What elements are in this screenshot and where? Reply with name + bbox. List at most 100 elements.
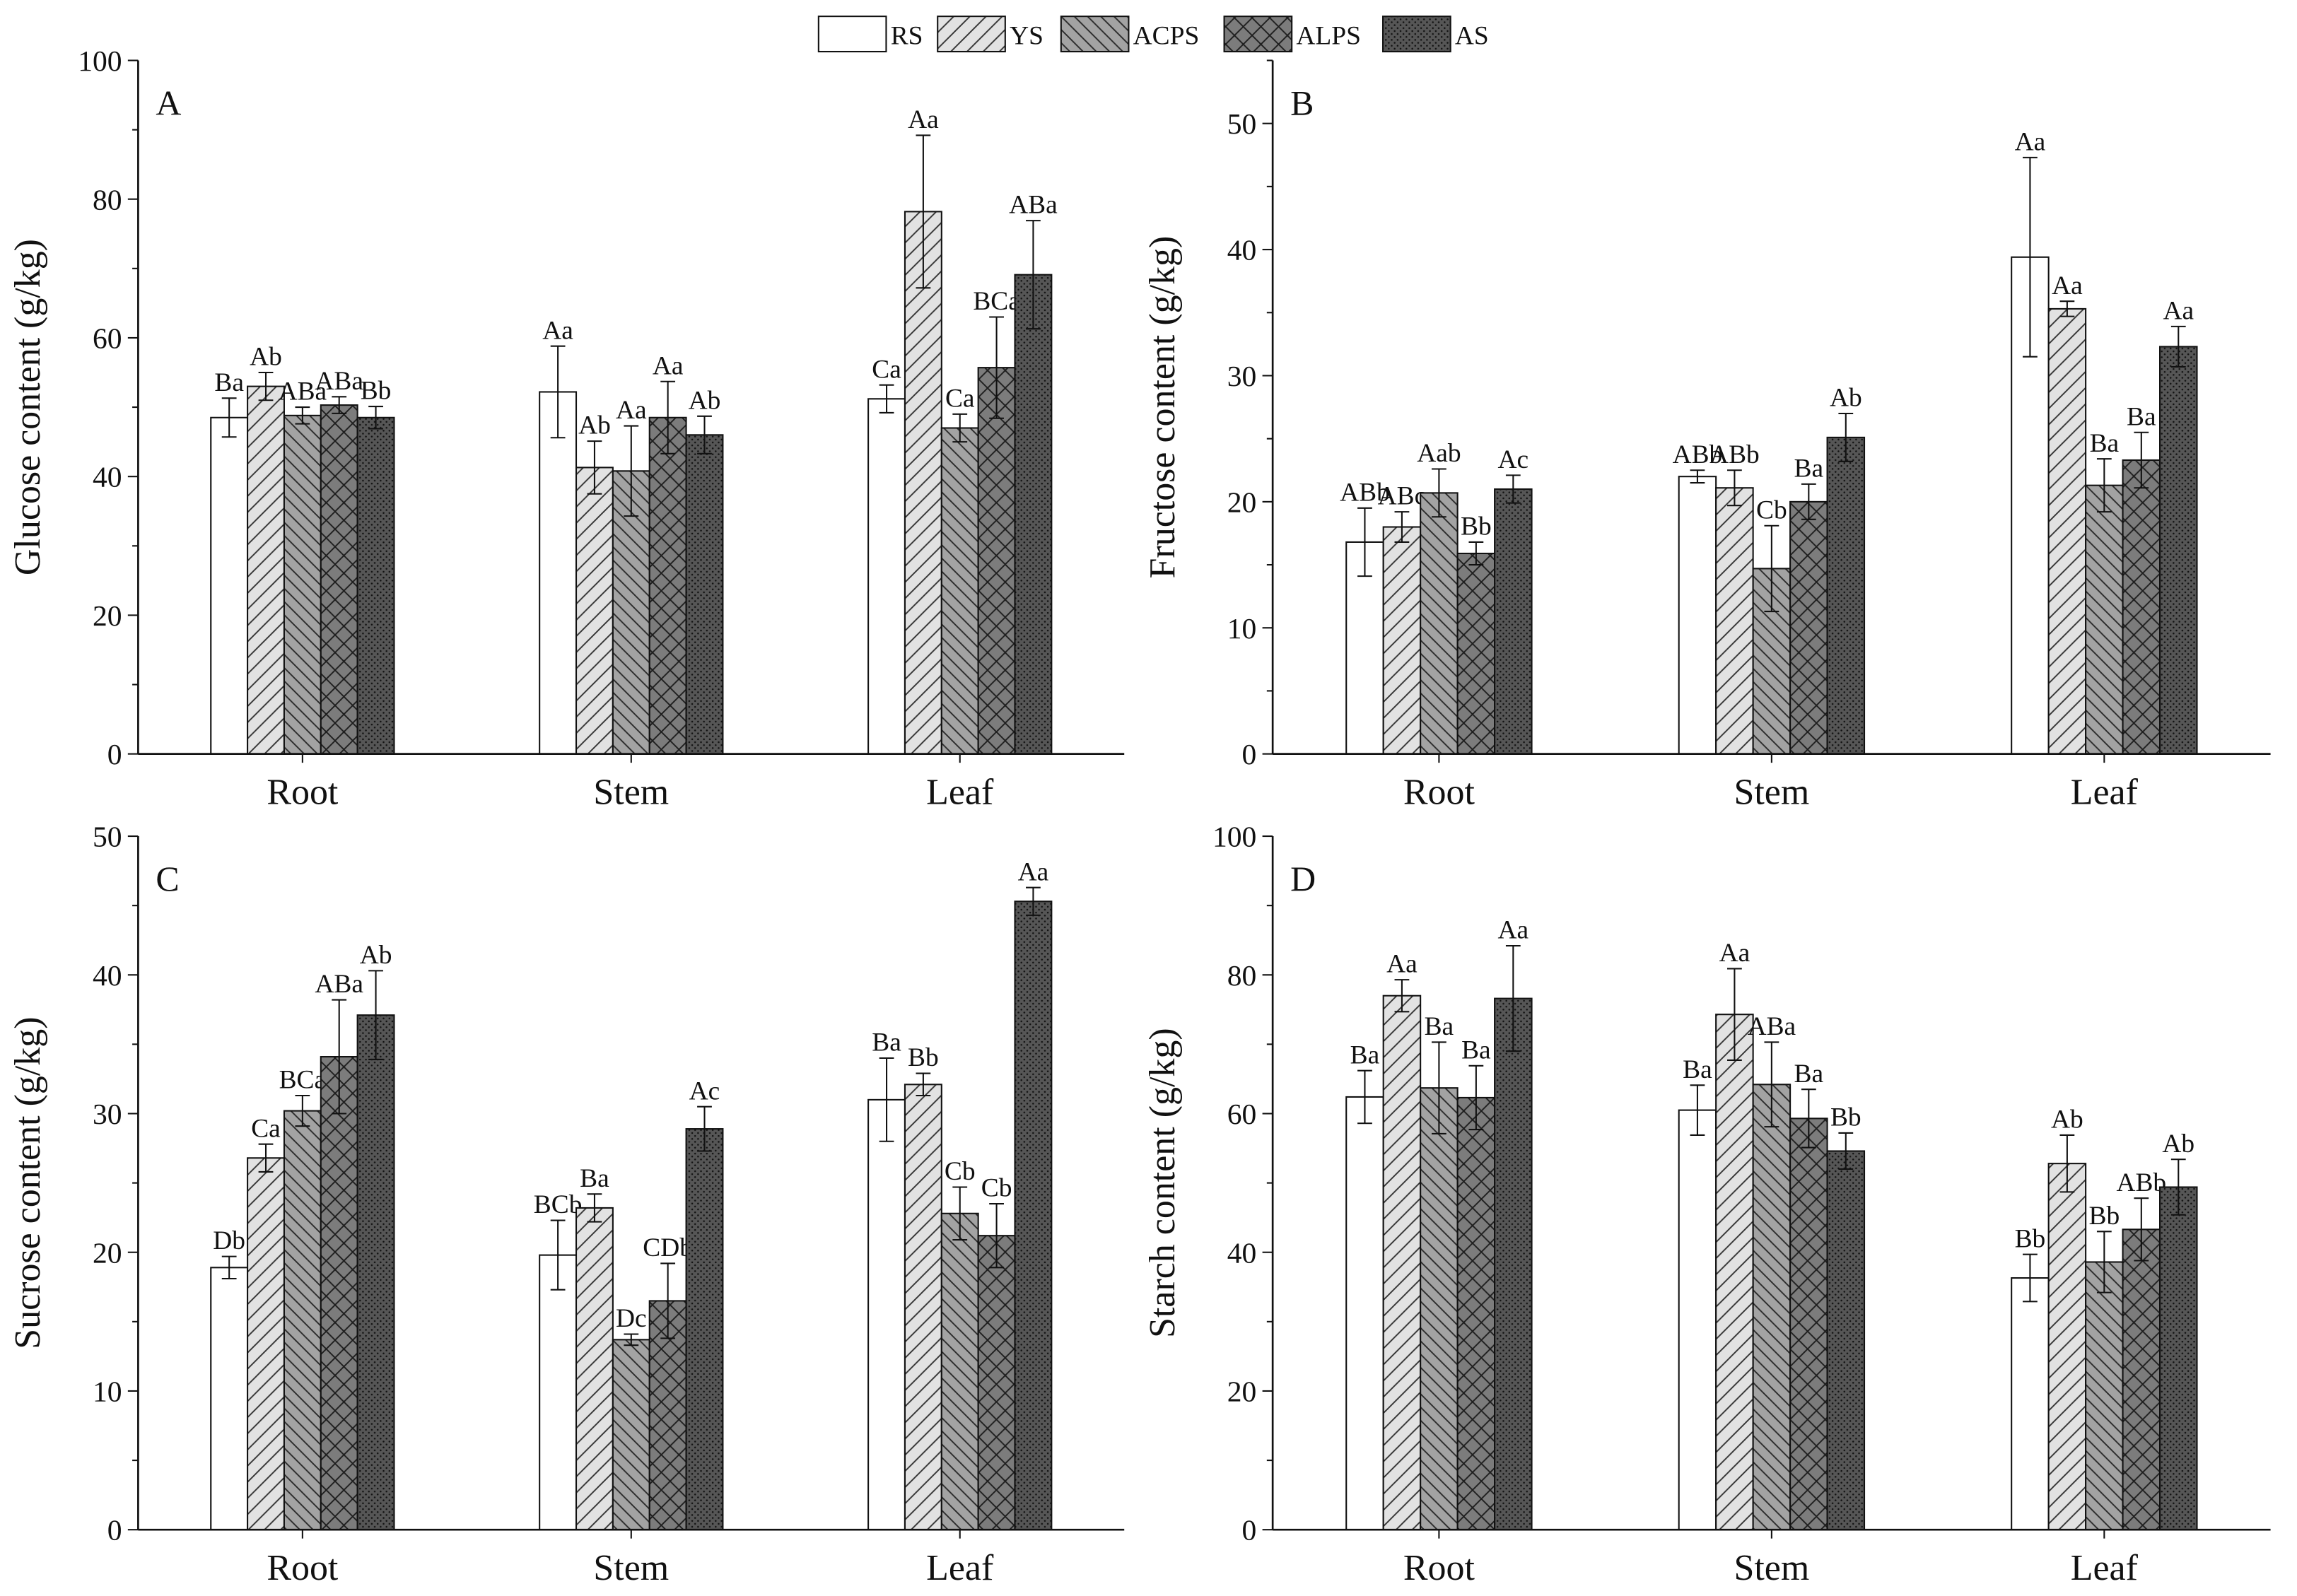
y-tick-label-a-80: 80	[93, 183, 122, 216]
bar-d-leaf-rs	[2011, 1277, 2050, 1531]
y-tick-label-d-20: 20	[1227, 1375, 1257, 1408]
bar-b-stem-alps	[1789, 500, 1828, 755]
error-bar-a-root-alps	[332, 396, 347, 414]
x-tick-label-c-leaf: Leaf	[926, 1548, 994, 1588]
sig-letter-c-leaf-alps: Cb	[981, 1174, 1012, 1203]
bar-d-leaf-alps	[2122, 1228, 2161, 1531]
panel-label-c: C	[156, 859, 179, 898]
legend-swatch-acps	[1060, 16, 1130, 53]
bar-d-root-acps	[1420, 1087, 1459, 1531]
sig-letter-b-stem-as: Ab	[1830, 384, 1862, 413]
error-bar-a-leaf-rs	[879, 384, 894, 413]
bar-a-leaf-as	[1014, 274, 1053, 755]
sig-letter-a-root-ys: Ab	[250, 343, 282, 372]
sig-letter-d-stem-as: Bb	[1830, 1103, 1861, 1132]
legend-label-ys: YS	[1010, 22, 1044, 51]
x-tick-label-a-stem: Stem	[593, 772, 669, 812]
legend-item-as: AS	[1382, 16, 1489, 53]
error-bar-d-leaf-as	[2170, 1158, 2186, 1216]
sig-letter-b-leaf-as: Aa	[2163, 297, 2194, 326]
bar-c-leaf-as	[1014, 900, 1053, 1531]
y-tick-label-b-20: 20	[1227, 486, 1257, 518]
sig-letter-b-leaf-acps: Ba	[2090, 429, 2120, 458]
bar-d-root-ys	[1382, 994, 1422, 1531]
error-bar-c-root-alps	[332, 999, 347, 1115]
sig-letter-a-root-as: Bb	[361, 377, 392, 406]
error-bar-d-root-as	[1505, 945, 1521, 1052]
sig-letter-c-stem-alps: CDb	[643, 1233, 693, 1262]
y-tick-label-d-100: 100	[1212, 821, 1256, 853]
bar-a-leaf-ys	[904, 211, 942, 755]
legend-label-as: AS	[1455, 22, 1489, 51]
error-bar-c-stem-as	[697, 1105, 712, 1152]
bar-d-root-rs	[1345, 1096, 1384, 1531]
y-tick-label-c-10: 10	[93, 1375, 122, 1408]
sig-letter-d-root-ys: Aa	[1386, 950, 1418, 979]
y-tick-label-c-20: 20	[93, 1236, 122, 1269]
error-bar-b-stem-acps	[1764, 524, 1779, 613]
bar-a-stem-rs	[539, 391, 578, 755]
error-bar-d-leaf-rs	[2023, 1253, 2038, 1303]
bar-c-root-acps	[283, 1110, 322, 1531]
error-bar-d-root-rs	[1357, 1069, 1372, 1125]
error-bar-a-root-as	[368, 406, 383, 430]
sig-letter-d-leaf-alps: ABb	[2116, 1168, 2166, 1197]
bar-d-stem-rs	[1678, 1109, 1717, 1531]
bar-a-root-rs	[210, 416, 249, 755]
panel-c: DbCaBCaABaAbRootBCbBaDcCDbAcStemBaBbCbCb…	[8, 821, 1125, 1588]
bar-b-leaf-ys	[2047, 307, 2087, 755]
panel-label-d: D	[1290, 859, 1316, 898]
sig-letter-d-root-rs: Ba	[1350, 1040, 1380, 1069]
error-bar-a-stem-acps	[624, 425, 639, 517]
error-bar-c-root-acps	[295, 1094, 310, 1127]
sig-letter-d-stem-rs: Ba	[1683, 1055, 1712, 1084]
sig-letter-c-stem-rs: BCb	[534, 1190, 583, 1219]
x-tick-label-b-stem: Stem	[1734, 772, 1809, 812]
bar-a-leaf-rs	[867, 398, 906, 755]
sig-letter-c-stem-ys: Ba	[580, 1164, 609, 1193]
error-bar-c-leaf-as	[1026, 886, 1041, 916]
y-tick-label-d-0: 0	[1242, 1514, 1257, 1547]
panel-b: ABbABcAabBbAcRootABbABbCbBaAbStemAaAaBaB…	[1142, 59, 2271, 812]
sig-letter-a-root-alps: ABa	[315, 367, 363, 396]
x-tick-label-a-root: Root	[267, 772, 339, 812]
y-tick-label-d-80: 80	[1227, 959, 1257, 992]
error-bar-b-leaf-ys	[2059, 300, 2075, 317]
legend-label-rs: RS	[891, 22, 923, 51]
error-bar-c-root-ys	[258, 1143, 274, 1173]
x-tick-label-b-root: Root	[1403, 772, 1475, 812]
sig-letter-b-stem-rs: ABb	[1673, 440, 1723, 469]
bar-d-leaf-acps	[2085, 1261, 2124, 1531]
sig-letter-a-root-acps: ABa	[279, 377, 327, 406]
sig-letter-c-root-as: Ab	[360, 941, 392, 970]
error-bar-b-leaf-rs	[2023, 156, 2038, 358]
error-bar-a-leaf-ys	[916, 134, 931, 289]
error-bar-b-leaf-alps	[2134, 431, 2149, 489]
sig-letter-b-root-rs: ABb	[1340, 478, 1390, 507]
sig-letter-a-stem-alps: Aa	[653, 351, 684, 380]
sig-letter-d-root-as: Aa	[1498, 916, 1529, 945]
bar-b-stem-as	[1826, 436, 1866, 755]
x-tick-label-d-leaf: Leaf	[2071, 1548, 2139, 1588]
error-bar-d-stem-as	[1838, 1132, 1854, 1170]
bar-c-leaf-acps	[940, 1212, 979, 1531]
legend-swatch-rs	[817, 16, 887, 53]
sig-letter-b-stem-acps: Cb	[1756, 495, 1787, 524]
bar-c-leaf-alps	[977, 1235, 1016, 1531]
bar-d-stem-as	[1826, 1150, 1866, 1531]
bar-a-root-acps	[283, 414, 322, 755]
sig-letter-b-leaf-alps: Ba	[2127, 402, 2156, 431]
sig-letter-d-leaf-as: Ab	[2162, 1129, 2194, 1158]
error-bar-c-stem-ys	[587, 1193, 602, 1223]
sig-letter-a-leaf-alps: BCa	[973, 287, 1020, 316]
error-bar-a-root-acps	[295, 406, 310, 425]
error-bar-c-leaf-alps	[989, 1203, 1004, 1269]
sig-letter-b-root-alps: Bb	[1461, 512, 1492, 541]
panel-label-b: B	[1290, 83, 1314, 122]
y-tick-label-c-40: 40	[93, 959, 122, 992]
bar-a-stem-alps	[648, 416, 687, 755]
error-bar-a-stem-as	[697, 415, 712, 454]
error-bar-c-stem-rs	[550, 1219, 566, 1291]
bar-a-root-ys	[247, 385, 285, 755]
error-bar-b-stem-as	[1838, 412, 1854, 462]
